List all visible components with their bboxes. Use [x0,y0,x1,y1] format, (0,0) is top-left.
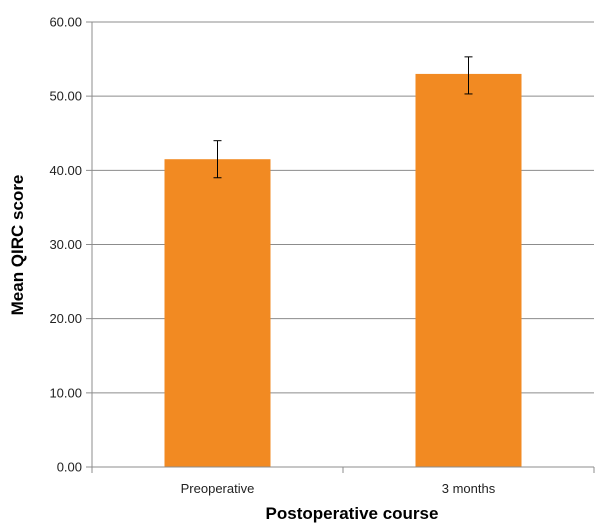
y-tick-label: 40.00 [49,163,82,178]
bars [164,73,522,468]
y-tick-label: 10.00 [49,385,82,400]
y-tick-label: 30.00 [49,237,82,252]
x-axis-title: Postoperative course [266,504,439,523]
bar-3-months [415,73,522,468]
error-bars [213,56,473,179]
y-tick-label: 20.00 [49,311,82,326]
y-tick-label: 60.00 [49,15,82,30]
bar-preoperative [164,159,271,468]
axes [86,22,595,473]
y-tick-label: 0.00 [57,460,82,475]
y-tick-labels: 0.00 10.00 20.00 30.00 40.00 50.00 60.00 [49,15,82,475]
x-tick-label: Preoperative [181,481,255,496]
y-tick-label: 50.00 [49,89,82,104]
x-tick-label: 3 months [442,481,496,496]
y-axis-title: Mean QIRC score [8,175,27,316]
x-tick-labels: Preoperative 3 months [181,481,496,496]
